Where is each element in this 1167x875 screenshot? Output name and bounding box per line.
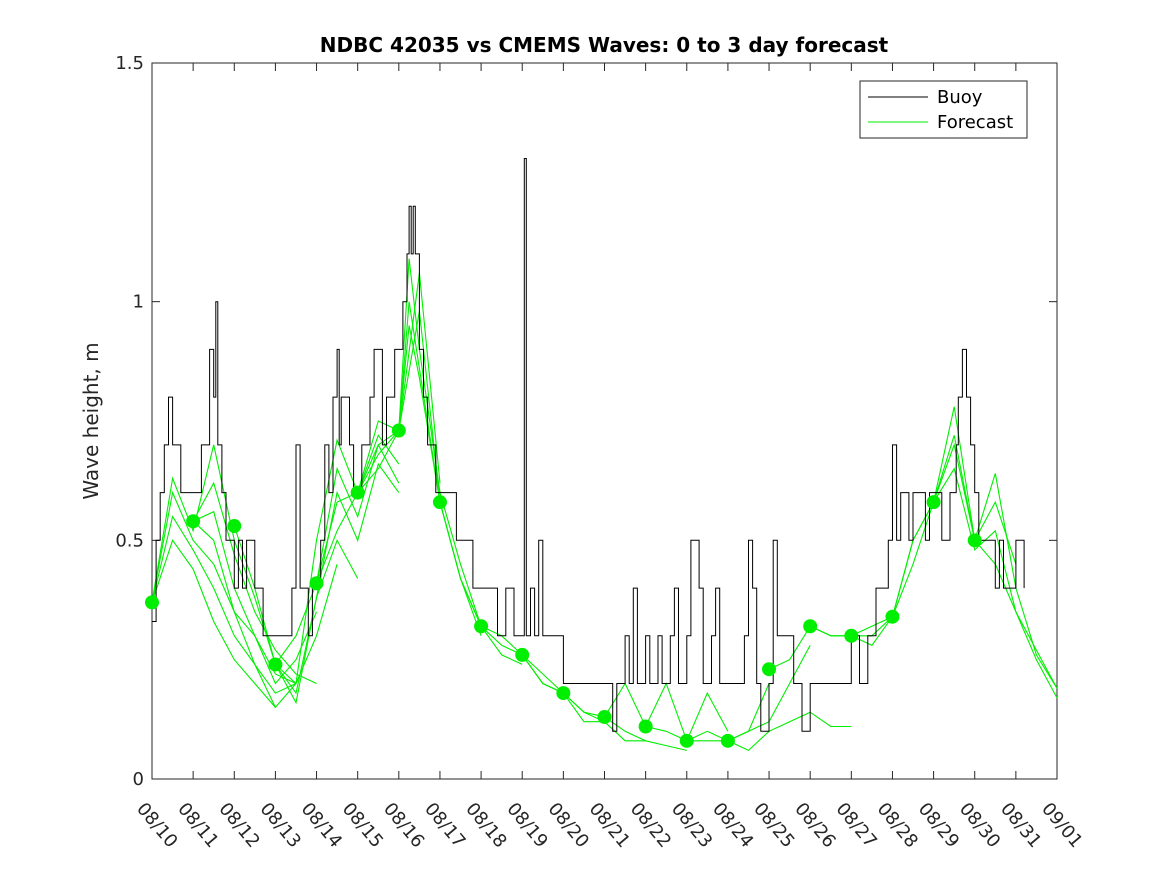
- buoy-series: [152, 158, 1025, 732]
- legend-forecast-label: Forecast: [937, 112, 1013, 133]
- forecast-line: [521, 654, 646, 742]
- x-tick-label: 08/24: [708, 799, 757, 852]
- x-tick-label: 08/21: [585, 799, 634, 852]
- analysis-marker: [762, 662, 777, 677]
- x-tick-label: 08/16: [379, 799, 428, 852]
- legend: Buoy Forecast: [859, 80, 1028, 139]
- y-tick-label: 0: [133, 769, 144, 790]
- analysis-marker: [803, 619, 818, 634]
- forecast-line: [151, 539, 297, 709]
- forecast-line: [192, 520, 276, 708]
- x-tick-label: 08/17: [420, 799, 469, 852]
- x-tick-label: 08/27: [831, 799, 880, 852]
- x-tick-label: 08/12: [214, 799, 263, 852]
- analysis-marker: [432, 495, 447, 510]
- analysis-marker: [391, 423, 406, 438]
- x-tick-label: 08/11: [173, 799, 222, 852]
- buoy-line: [152, 158, 1025, 732]
- forecast-line: [275, 434, 400, 685]
- analysis-marker: [268, 657, 283, 672]
- analysis-markers: [145, 423, 982, 748]
- x-tick-label: 08/30: [955, 799, 1004, 852]
- analysis-marker: [515, 647, 530, 662]
- analysis-marker: [638, 719, 653, 734]
- analysis-marker: [844, 628, 859, 643]
- analysis-marker: [474, 619, 489, 634]
- plot-area: [151, 62, 1058, 780]
- x-tick-label: 08/10: [132, 799, 181, 852]
- x-tick-label: 08/18: [461, 799, 510, 852]
- forecast-line: [727, 711, 852, 752]
- forecast-line: [151, 515, 297, 694]
- x-tick-label: 08/26: [790, 799, 839, 852]
- analysis-marker: [556, 686, 571, 701]
- analysis-marker: [679, 733, 694, 748]
- analysis-marker: [885, 609, 900, 624]
- forecast-line: [686, 645, 811, 742]
- x-tick-label: 08/28: [873, 799, 922, 852]
- forecast-series: [151, 258, 1058, 752]
- analysis-marker: [309, 576, 324, 591]
- forecast-line: [974, 539, 1058, 689]
- y-tick-label: 1.5: [115, 53, 144, 74]
- x-tick-label: 08/14: [297, 799, 346, 852]
- analysis-marker: [720, 733, 735, 748]
- forecast-line: [151, 444, 276, 665]
- legend-box: [859, 80, 1028, 139]
- forecast-line: [192, 481, 317, 684]
- legend-buoy-label: Buoy: [937, 87, 983, 108]
- forecast-line: [274, 462, 400, 705]
- x-tick-label: 09/01: [1037, 799, 1086, 852]
- forecast-line: [192, 510, 338, 685]
- analysis-marker: [186, 514, 201, 529]
- forecast-line: [563, 692, 687, 751]
- analysis-marker: [597, 709, 612, 724]
- analysis-marker: [227, 519, 242, 534]
- x-tick-label: 08/25: [749, 799, 798, 852]
- x-tick-label: 08/29: [914, 799, 963, 852]
- x-tick-label: 08/13: [256, 799, 305, 852]
- analysis-marker: [350, 485, 365, 500]
- y-axis-ticks: 0 0.5 1 1.5: [115, 53, 1057, 790]
- forecast-line: [357, 258, 482, 627]
- forecast-line: [809, 501, 935, 646]
- y-tick-label: 1: [133, 292, 144, 313]
- y-tick-label: 0.5: [115, 530, 144, 551]
- x-tick-label: 08/20: [544, 799, 593, 852]
- x-tick-label: 08/31: [996, 799, 1045, 852]
- analysis-marker: [967, 533, 982, 548]
- x-tick-label: 08/22: [626, 799, 675, 852]
- x-tick-label: 08/23: [667, 799, 716, 852]
- x-tick-label: 08/15: [338, 799, 387, 852]
- y-axis-label: Wave height, m: [79, 342, 103, 499]
- x-tick-label: 08/19: [502, 799, 551, 852]
- analysis-marker: [145, 595, 159, 610]
- forecast-line: [933, 467, 1058, 699]
- analysis-marker: [926, 495, 941, 510]
- chart-title: NDBC 42035 vs CMEMS Waves: 0 to 3 day fo…: [320, 33, 889, 57]
- forecast-line: [933, 442, 1058, 689]
